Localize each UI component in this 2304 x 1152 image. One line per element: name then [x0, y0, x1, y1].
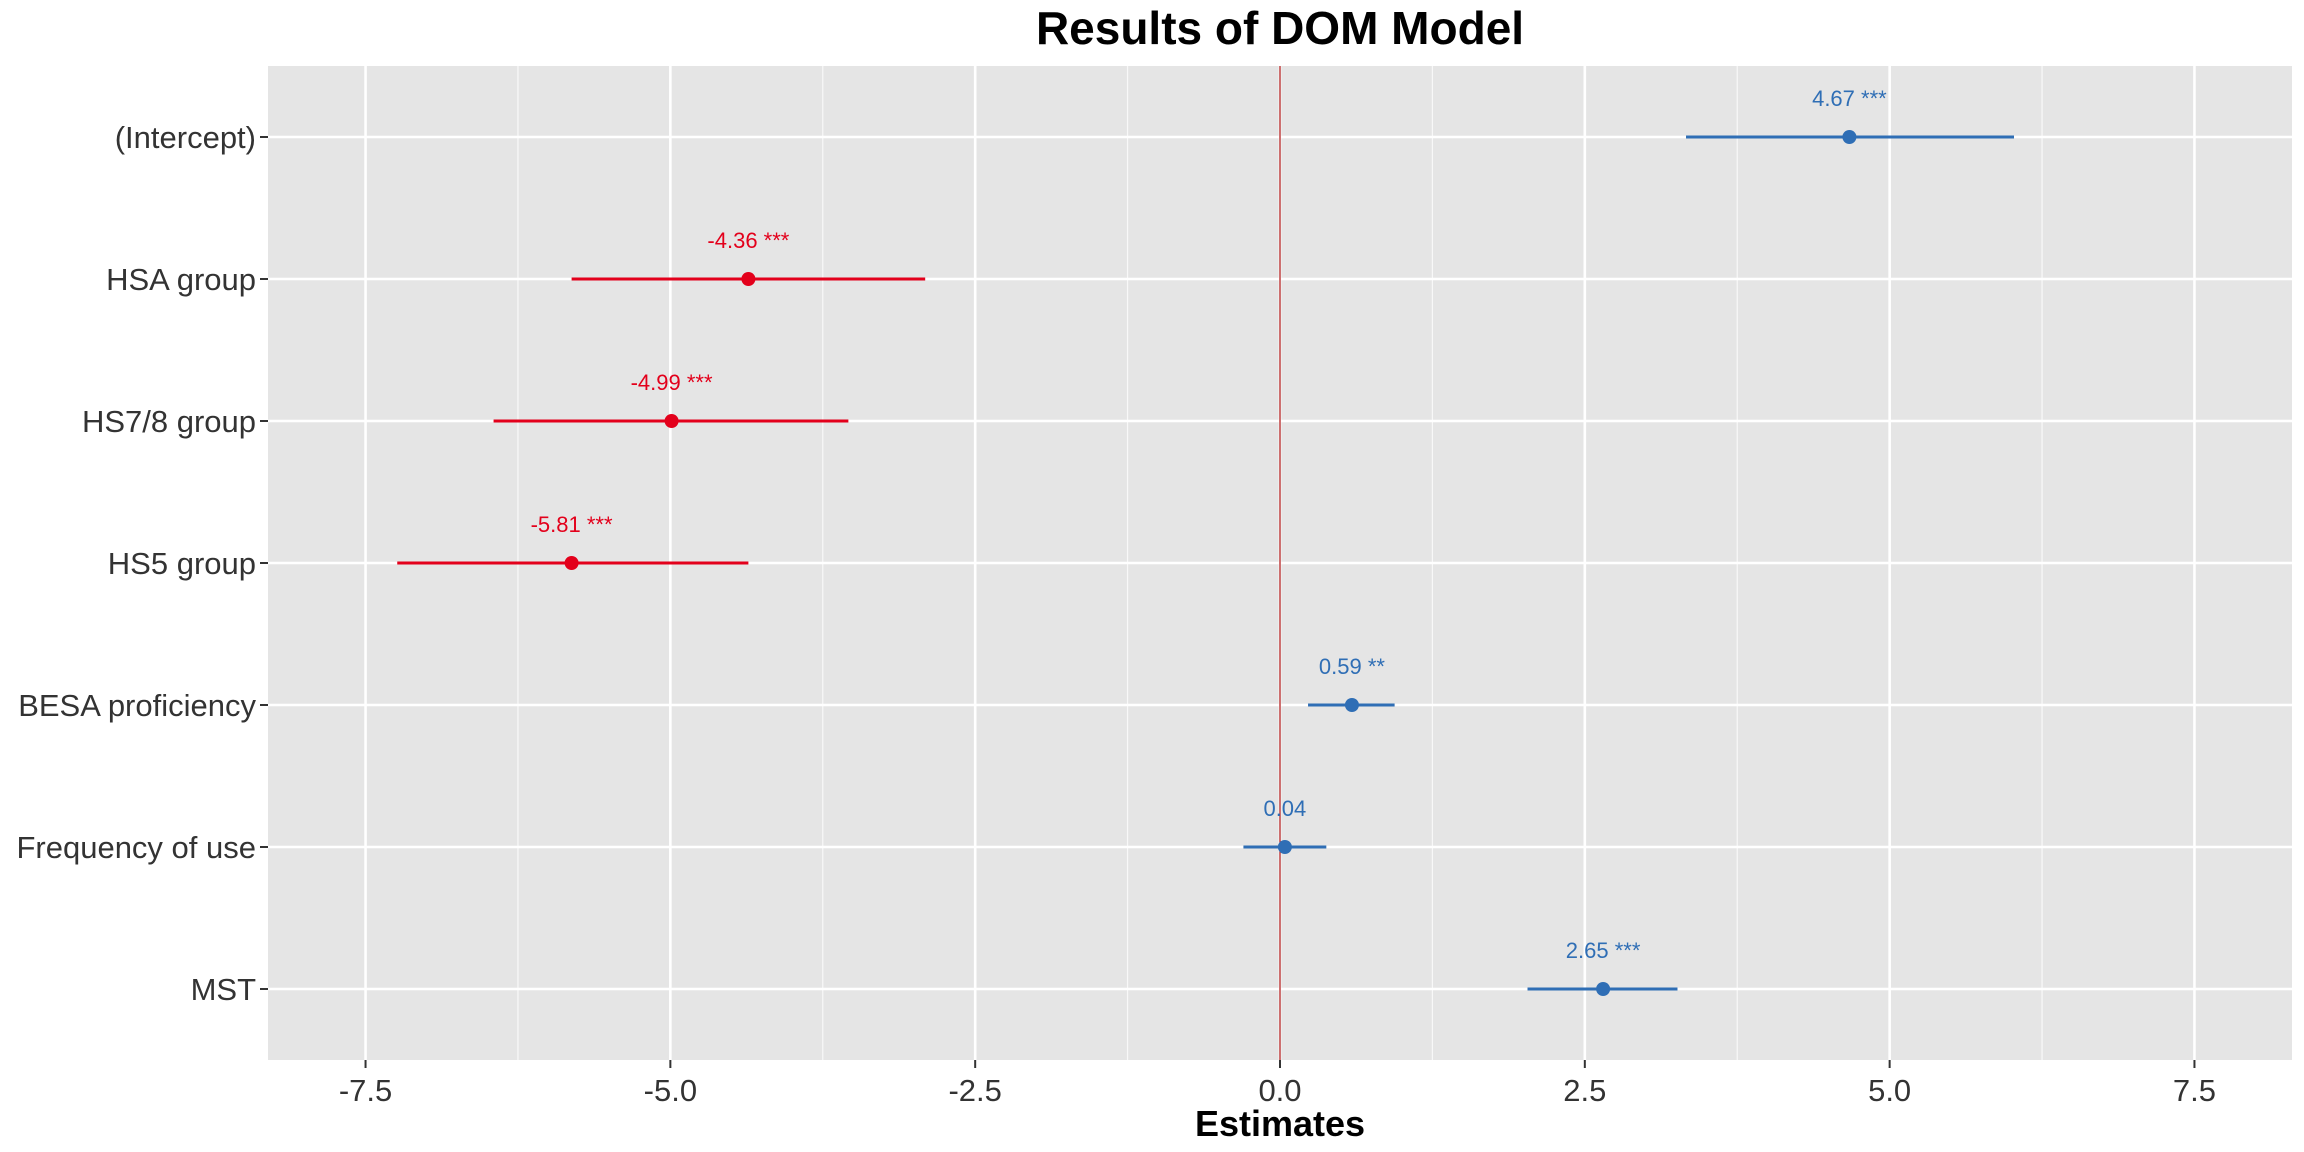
chart-title: Results of DOM Model	[1036, 2, 1524, 54]
point-estimate	[1344, 698, 1359, 712]
data-label: 0.04	[1263, 796, 1306, 821]
point-estimate	[1842, 130, 1857, 144]
x-tick-label: 0.0	[1258, 1073, 1301, 1108]
point-estimate	[564, 556, 579, 570]
y-tick-label: Frequency of use	[16, 830, 256, 865]
data-label: 2.65 ***	[1566, 938, 1641, 963]
y-tick-label: HS5 group	[108, 546, 256, 581]
point-estimate	[1277, 840, 1292, 854]
y-tick-label: (Intercept)	[115, 120, 256, 155]
point-estimate	[1596, 982, 1611, 996]
data-label: -4.36 ***	[707, 228, 789, 253]
data-label: -4.99 ***	[631, 370, 713, 395]
y-tick-label: HS7/8 group	[82, 404, 256, 439]
x-tick-label: 2.5	[1563, 1073, 1606, 1108]
y-axis: (Intercept) HSA group HS7/8 group HS5 group…	[16, 120, 268, 1007]
y-tick-label: HSA group	[106, 262, 256, 297]
point-estimate	[664, 414, 679, 428]
data-label: -5.81 ***	[531, 512, 613, 537]
data-label: 0.59 **	[1319, 654, 1385, 679]
x-axis: -7.5 -5.0 -2.5 0.0 2.5 5.0 7.5	[339, 1060, 2216, 1108]
marks-layer: 4.67 *** -4.36 *** -4.99 *** -5.81 *** 0.59 …	[397, 86, 2015, 996]
x-axis-title: Estimates	[1195, 1103, 1365, 1144]
y-tick-label: BESA proficiency	[18, 688, 256, 723]
y-tick-label: MST	[191, 972, 257, 1007]
x-tick-label: -7.5	[339, 1073, 392, 1108]
x-tick-label: 5.0	[1868, 1073, 1911, 1108]
x-tick-label: -5.0	[644, 1073, 697, 1108]
x-tick-label: -2.5	[948, 1073, 1001, 1108]
point-estimate	[741, 272, 756, 286]
x-tick-label: 7.5	[2173, 1073, 2216, 1108]
data-label: 4.67 ***	[1812, 86, 1887, 111]
